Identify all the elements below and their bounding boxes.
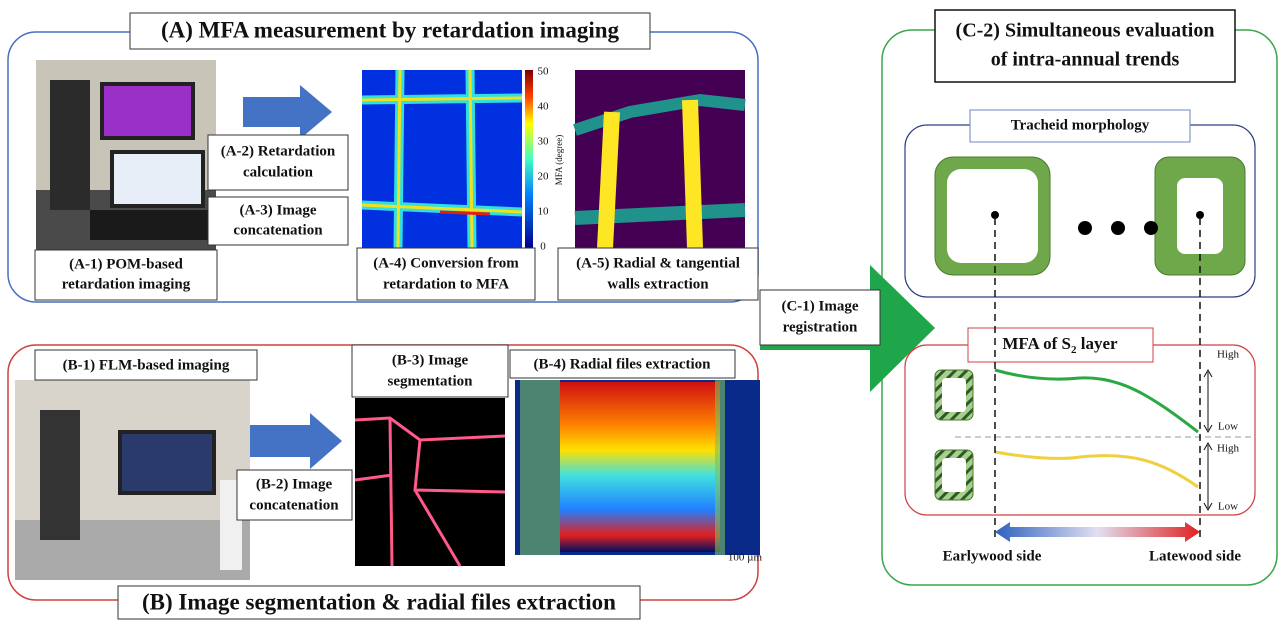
axis-label: Latewood side [1149, 548, 1241, 564]
label: MFA of S2 layer [1002, 334, 1118, 356]
subscript: 2 [1071, 344, 1077, 356]
level-label: Low [1218, 501, 1238, 513]
label: retardation imaging [62, 276, 191, 292]
title-box [934, 9, 1236, 83]
mfa-map [361, 69, 533, 249]
label-box [34, 349, 258, 381]
level-label: High [1217, 349, 1240, 361]
label: concatenation [233, 222, 323, 238]
colorbar-label: MFA (degree) [554, 135, 564, 186]
label: (A-1) POM-based [69, 256, 183, 272]
label-box [356, 247, 536, 301]
tick-label: 30 [538, 136, 550, 148]
gradient-arrow [995, 522, 1200, 542]
label: (A-2) Retardation [221, 143, 336, 159]
label: Tracheid morphology [1011, 117, 1150, 133]
label-part: MFA of S [1002, 334, 1071, 353]
label: (A-3) Image [239, 202, 316, 218]
tick-label: 20 [538, 171, 550, 183]
title-box [117, 585, 641, 620]
label: concatenation [249, 497, 339, 513]
section-title: of intra-annual trends [991, 49, 1180, 71]
tick-label: 10 [538, 206, 550, 218]
tick-label: 40 [538, 101, 550, 113]
label-box [236, 469, 353, 521]
label: (C-1) Image [781, 298, 858, 314]
label-box [509, 349, 736, 379]
label: (A-5) Radial & tangential [576, 255, 740, 271]
flm-photo [15, 380, 250, 580]
level-label: Low [1218, 421, 1238, 433]
label-box [34, 249, 218, 301]
title-box [129, 12, 651, 50]
label: (B-3) Image [392, 352, 469, 368]
label-box [207, 134, 349, 191]
label-box [967, 327, 1154, 363]
section-title: (B) Image segmentation & radial files ex… [142, 589, 616, 614]
label: registration [783, 319, 858, 335]
label: (B-2) Image [256, 476, 333, 492]
colorbar-ticks: 50 40 30 20 10 0 MFA (degree) [538, 66, 565, 253]
section-title: (C-2) Simultaneous evaluation [956, 20, 1215, 42]
label: retardation to MFA [383, 276, 509, 292]
radial-files-image [515, 380, 760, 555]
wall-extraction [573, 70, 746, 249]
label-box [969, 109, 1191, 143]
label: (B-4) Radial files extraction [533, 356, 711, 372]
scale-bar: 100 µm [728, 552, 763, 564]
pom-photo [36, 60, 216, 250]
label: calculation [243, 164, 314, 180]
section-title: (A) MFA measurement by retardation imagi… [161, 17, 620, 42]
label-box [759, 289, 881, 346]
tick-label: 50 [538, 66, 550, 78]
label-box [351, 344, 509, 398]
label: segmentation [388, 373, 474, 389]
mfa-sketch [934, 218, 1255, 540]
tick-label: 0 [540, 241, 546, 253]
label-box [207, 196, 349, 246]
label: (A-4) Conversion from [373, 255, 519, 271]
label-part: layer [1077, 334, 1119, 353]
arrow [243, 85, 332, 139]
axis-label: Earlywood side [943, 548, 1042, 564]
tracheid-cells [934, 156, 1246, 276]
level-label: High [1217, 443, 1240, 455]
label: (B-1) FLM-based imaging [63, 357, 230, 373]
label-box [557, 247, 759, 301]
segmentation-image [354, 398, 506, 567]
label: walls extraction [607, 276, 709, 292]
arrow [250, 413, 342, 469]
